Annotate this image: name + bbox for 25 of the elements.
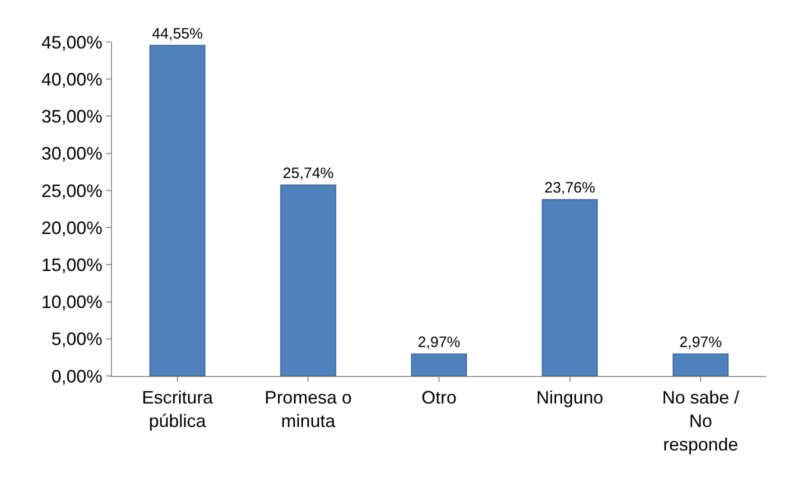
- y-tick-label: 30,00%: [41, 144, 102, 164]
- x-tick-label: Ninguno: [536, 388, 604, 408]
- bar: [149, 44, 206, 376]
- data-label: 25,74%: [282, 164, 334, 182]
- bar: [672, 353, 729, 376]
- x-tick-label: Otro: [421, 388, 457, 408]
- bar: [542, 199, 598, 376]
- x-tick-label: Escritura pública: [142, 388, 214, 431]
- x-tick-label: Promesa o minuta: [264, 388, 352, 431]
- y-tick-label: 25,00%: [41, 180, 102, 201]
- y-tick-label: 20,00%: [41, 218, 102, 238]
- y-tick-label: 10,00%: [41, 292, 102, 312]
- y-tick-label: 40,00%: [41, 69, 102, 90]
- bar: [280, 184, 336, 376]
- x-tick-label: No sabe / No responde: [662, 388, 740, 454]
- bar: [411, 353, 467, 376]
- y-tick-label: 0,00%: [51, 366, 102, 386]
- y-tick-label: 15,00%: [41, 254, 102, 275]
- y-tick-label: 35,00%: [41, 106, 102, 127]
- data-label: 2,97%: [679, 334, 722, 351]
- data-label: 23,76%: [544, 180, 596, 197]
- data-label: 44,55%: [152, 25, 203, 42]
- y-tick-label: 45,00%: [41, 32, 102, 52]
- data-label: 2,97%: [418, 334, 460, 351]
- y-tick-label: 5,00%: [51, 329, 102, 350]
